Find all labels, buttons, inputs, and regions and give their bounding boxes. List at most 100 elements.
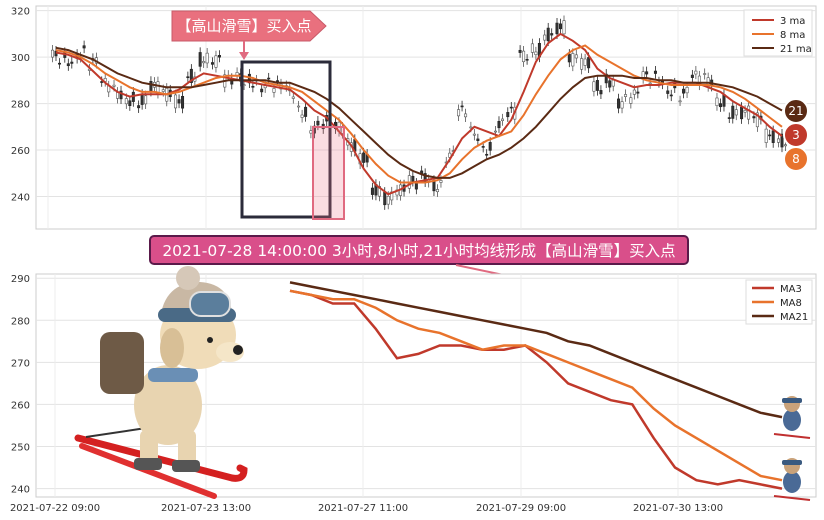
candle-body	[435, 189, 439, 193]
candle-body	[260, 88, 264, 93]
candle-body	[497, 121, 501, 129]
candle-body	[370, 187, 374, 195]
candle-body	[624, 94, 628, 97]
candle-body	[476, 138, 480, 141]
candle-body	[251, 85, 255, 88]
bottom-x-tick-label: 2021-07-27 11:00	[318, 503, 408, 514]
candle-body	[666, 90, 670, 94]
top-legend: 3 ma 8 ma 21 ma	[743, 9, 813, 57]
bottom-legend-label-1: MA8	[780, 298, 802, 309]
candle-body	[362, 152, 366, 163]
top-y-tick-label: 260	[11, 146, 30, 157]
candle-body	[534, 51, 538, 56]
candle-body	[752, 116, 756, 119]
candle-body	[546, 27, 550, 42]
top-y-ticks: 240 260 280 300 320	[11, 7, 30, 204]
candle-body	[629, 97, 633, 104]
candle-body	[469, 126, 473, 129]
candle-body	[66, 63, 70, 67]
candle-body	[177, 99, 181, 104]
candle-body	[567, 53, 571, 63]
candle-body	[599, 90, 603, 95]
badge-8-label: 8	[792, 152, 800, 166]
candle-body	[703, 73, 707, 75]
candle-body	[82, 45, 86, 49]
highlight-box-pink	[312, 126, 345, 220]
top-annotation-text: 【高山滑雪】买入点	[176, 17, 311, 35]
candle-body	[383, 191, 387, 206]
candle-body	[685, 87, 689, 94]
top-legend-label-0: 3 ma	[780, 16, 805, 27]
candle-body	[645, 71, 649, 75]
bottom-legend-label-0: MA3	[780, 284, 802, 295]
bottom-grid	[36, 274, 816, 497]
candle-body	[776, 138, 780, 143]
candle-body	[727, 117, 731, 119]
candle-body	[309, 130, 313, 134]
candle-body	[210, 62, 214, 65]
badge-8-icon	[783, 146, 809, 172]
candle-body	[587, 57, 591, 69]
bottom-y-tick-label: 290	[11, 274, 30, 285]
bottom-x-tick-label: 2021-07-30 13:00	[633, 503, 723, 514]
candle-body	[500, 118, 504, 121]
top-legend-label-2: 21 ma	[780, 44, 812, 55]
bottom-series-line-2	[289, 281, 783, 419]
candle-body	[272, 88, 276, 93]
candle-body	[583, 58, 587, 66]
badge-21-label: 21	[788, 104, 803, 118]
candle-body	[555, 22, 559, 35]
top-y-tick-label: 320	[11, 7, 30, 18]
candle-body	[144, 95, 148, 105]
candle-body	[780, 133, 784, 148]
small-skier-icon-1	[773, 396, 811, 439]
candle-body	[783, 144, 787, 147]
top-ma-lines	[55, 32, 783, 196]
bottom-series-line-1	[289, 289, 783, 482]
candle-body	[571, 53, 575, 67]
candle-body	[439, 180, 443, 183]
candle-body	[50, 49, 54, 58]
bottom-series-line-0	[289, 289, 783, 490]
candle-body	[574, 54, 578, 59]
candle-body	[112, 84, 116, 87]
badge-3-label: 3	[792, 128, 800, 142]
candle-body	[119, 90, 123, 100]
candle-body	[715, 97, 719, 106]
candle-body	[70, 61, 74, 64]
candle-body	[186, 76, 190, 79]
candle-body	[411, 175, 415, 182]
candle-body	[214, 55, 218, 68]
bottom-x-ticks: 2021-07-22 09:00 2021-07-23 13:00 2021-07-…	[10, 503, 723, 514]
top-y-tick-label: 240	[11, 192, 30, 203]
candle-body	[481, 146, 485, 148]
candle-body	[205, 52, 209, 64]
top-grid	[36, 6, 816, 229]
candle-body	[509, 106, 513, 109]
candle-body	[174, 94, 178, 109]
bottom-x-tick-label: 2021-07-22 09:00	[10, 503, 100, 514]
candle-body	[530, 43, 534, 53]
middle-annotation-banner: 2021-07-28 14:00:00 3小时,8小时,21小时均线形成【高山滑…	[149, 235, 689, 285]
candle-body	[648, 82, 652, 85]
candle-body	[580, 58, 584, 70]
candle-body	[743, 110, 747, 113]
candle-body	[202, 61, 206, 64]
bottom-ma-lines	[289, 281, 783, 490]
candle-body	[620, 101, 624, 109]
bottom-y-tick-label: 250	[11, 443, 30, 454]
candle-body	[488, 142, 492, 151]
top-plot-area	[35, 5, 817, 230]
candle-body	[267, 77, 271, 80]
candle-body	[522, 50, 526, 63]
candle-body	[485, 153, 489, 156]
candle-body	[297, 105, 301, 108]
candle-body	[506, 112, 510, 118]
bottom-y-tick-label: 240	[11, 485, 30, 496]
candle-body	[543, 34, 547, 41]
bottom-x-tick-label: 2021-07-29 09:00	[476, 503, 566, 514]
candle-body	[559, 23, 563, 30]
top-y-tick-label: 280	[11, 100, 30, 111]
candle-body	[653, 70, 657, 74]
